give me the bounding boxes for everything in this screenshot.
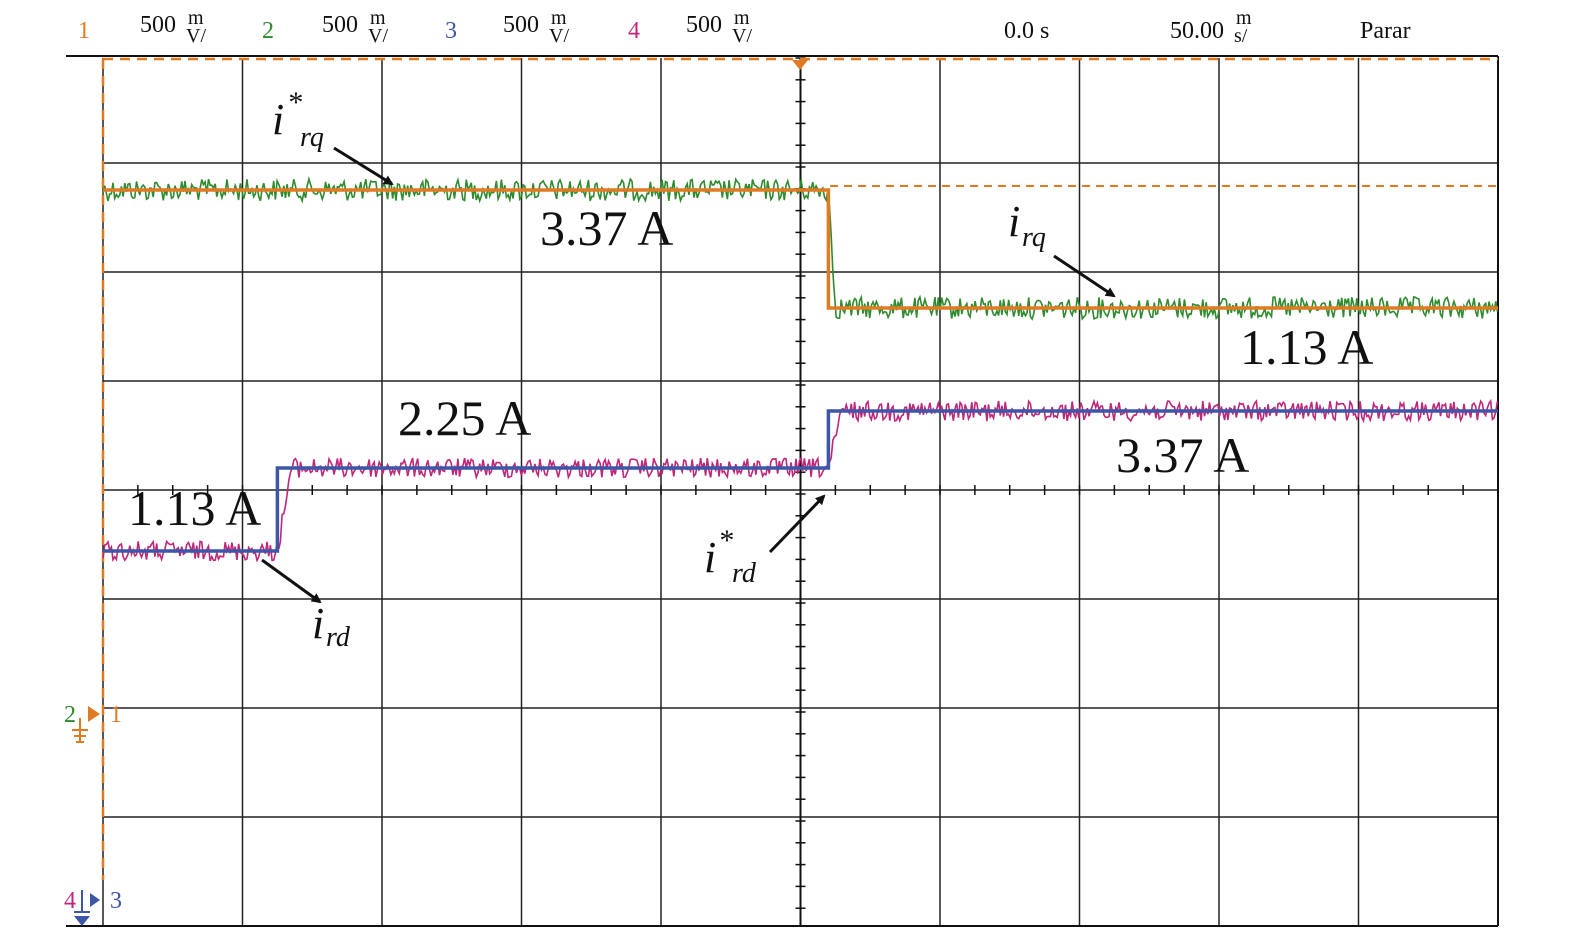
svg-text:i: i — [272, 95, 284, 144]
trace-ch1-irq-ref — [103, 188, 1498, 310]
graticule — [66, 55, 1499, 927]
annotation-ird-final: 3.37 A — [1116, 427, 1249, 483]
svg-text:i: i — [1008, 197, 1020, 246]
svg-text:i: i — [704, 533, 716, 582]
annotation-irq-ref-before: 3.37 A — [540, 200, 673, 256]
label-ird: i rd — [261, 558, 351, 653]
channel-header: 1 500 m V/ 2 500 m V/ 3 500 m V/ 4 500 m… — [78, 7, 1411, 47]
ch1-number[interactable]: 1 — [78, 18, 90, 44]
annotation-ird-initial: 1.13 A — [128, 480, 261, 536]
label-irq: i rq — [1008, 197, 1116, 298]
delay-readout[interactable]: 0.0 s — [1004, 18, 1049, 44]
ch3-number[interactable]: 3 — [445, 18, 457, 44]
ch1-unit-bottom: V/ — [186, 25, 206, 47]
ch2-ground-label: 2 — [64, 702, 76, 728]
ch3-unit-bottom: V/ — [549, 25, 569, 47]
svg-text:rq: rq — [300, 122, 324, 153]
ch4-number[interactable]: 4 — [628, 18, 640, 44]
ch1-ground-marker[interactable] — [72, 706, 100, 743]
trigger-position-marker[interactable] — [792, 60, 808, 70]
value-annotations: 3.37 A 1.13 A 1.13 A 2.25 A 3.37 A — [128, 200, 1373, 536]
ch3-unit-top: m — [551, 7, 567, 29]
ch2-number[interactable]: 2 — [262, 18, 274, 44]
signal-labels: i * rq i rq i * rd i rd — [261, 86, 1116, 653]
svg-text:i: i — [312, 599, 324, 648]
ch2-scale: 500 — [322, 12, 358, 38]
waveform-traces — [102, 176, 1499, 563]
arrow-ird-ref — [768, 494, 826, 554]
timebase-unit-top: m — [1236, 7, 1252, 29]
trace-ch3-ird-ref — [103, 409, 1498, 553]
ch1-scale: 500 — [140, 12, 176, 38]
ch4-unit-top: m — [734, 7, 750, 29]
svg-text:*: * — [718, 524, 733, 557]
ch1-ground-label: 1 — [110, 702, 122, 728]
ch3-ground-label: 3 — [110, 888, 122, 914]
svg-text:rd: rd — [732, 558, 757, 589]
annotation-irq-after: 1.13 A — [1240, 319, 1373, 375]
ch2-unit-top: m — [370, 7, 386, 29]
timebase-unit-bottom: s/ — [1234, 25, 1248, 47]
trace-ch2-irq — [102, 176, 1499, 322]
timebase-value[interactable]: 50.00 — [1170, 18, 1224, 44]
ch1-unit-top: m — [188, 7, 204, 29]
ch2-unit-bottom: V/ — [368, 25, 388, 47]
ch4-scale: 500 — [686, 12, 722, 38]
label-irq-ref: i * rq — [272, 86, 394, 186]
ch4-unit-bottom: V/ — [732, 25, 752, 47]
label-ird-ref: i * rd — [704, 494, 826, 589]
ch3-scale: 500 — [503, 12, 539, 38]
ch4-ground-label: 4 — [64, 888, 76, 914]
svg-text:*: * — [287, 86, 302, 119]
arrow-irq-ref — [333, 146, 394, 186]
svg-text:rd: rd — [326, 622, 351, 653]
arrow-ird — [261, 558, 322, 604]
arrow-irq — [1053, 254, 1116, 298]
reference-markers: 2 1 4 3 — [64, 702, 122, 926]
ch3-ground-marker[interactable] — [74, 890, 100, 926]
svg-text:rq: rq — [1022, 222, 1046, 253]
run-state-label[interactable]: Parar — [1360, 18, 1411, 44]
annotation-ird-middle: 2.25 A — [398, 390, 531, 446]
